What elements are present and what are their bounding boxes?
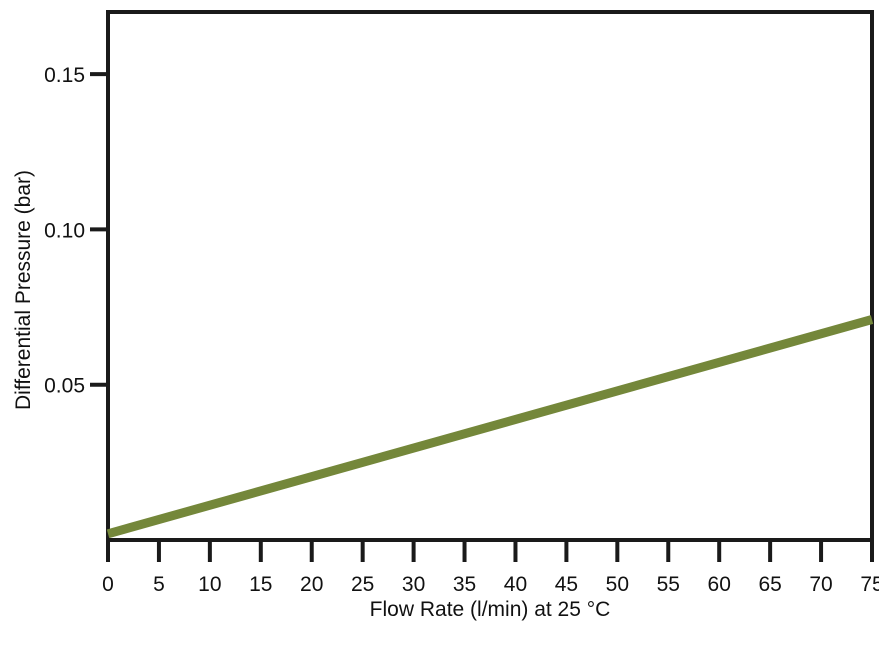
plot-frame bbox=[106, 10, 874, 542]
x-tick-label-10: 10 bbox=[198, 573, 221, 596]
x-tick-label-15: 15 bbox=[249, 573, 272, 596]
x-tick-label-70: 70 bbox=[809, 573, 832, 596]
x-tick-label-55: 55 bbox=[657, 573, 680, 596]
x-tick-label-65: 65 bbox=[758, 573, 781, 596]
x-axis-title: Flow Rate (l/min) at 25 °C bbox=[370, 598, 611, 621]
x-tick-label-75: 75 bbox=[860, 573, 879, 596]
y-axis-tick-labels: 0.05 0.10 0.15 bbox=[44, 64, 85, 398]
x-tick-label-5: 5 bbox=[153, 573, 165, 596]
y-tick-label-0.05: 0.05 bbox=[44, 375, 85, 398]
x-tick-label-30: 30 bbox=[402, 573, 425, 596]
series-line-0 bbox=[106, 315, 874, 539]
x-tick-label-20: 20 bbox=[300, 573, 323, 596]
y-axis-title: Differential Pressure (bar) bbox=[12, 170, 35, 410]
x-tick-label-45: 45 bbox=[555, 573, 578, 596]
x-axis-tick-labels: 0 5 10 15 20 25 30 35 40 45 50 55 60 65 70 75 bbox=[102, 573, 879, 596]
x-axis-ticks bbox=[106, 540, 874, 562]
y-axis-ticks bbox=[90, 72, 108, 387]
x-tick-label-25: 25 bbox=[351, 573, 374, 596]
x-tick-label-35: 35 bbox=[453, 573, 476, 596]
x-tick-label-50: 50 bbox=[606, 573, 629, 596]
x-tick-label-40: 40 bbox=[504, 573, 527, 596]
x-tick-label-0: 0 bbox=[102, 573, 114, 596]
y-tick-label-0.10: 0.10 bbox=[44, 219, 85, 242]
y-tick-label-0.15: 0.15 bbox=[44, 64, 85, 87]
x-tick-label-60: 60 bbox=[708, 573, 731, 596]
series-lines bbox=[106, 315, 874, 539]
